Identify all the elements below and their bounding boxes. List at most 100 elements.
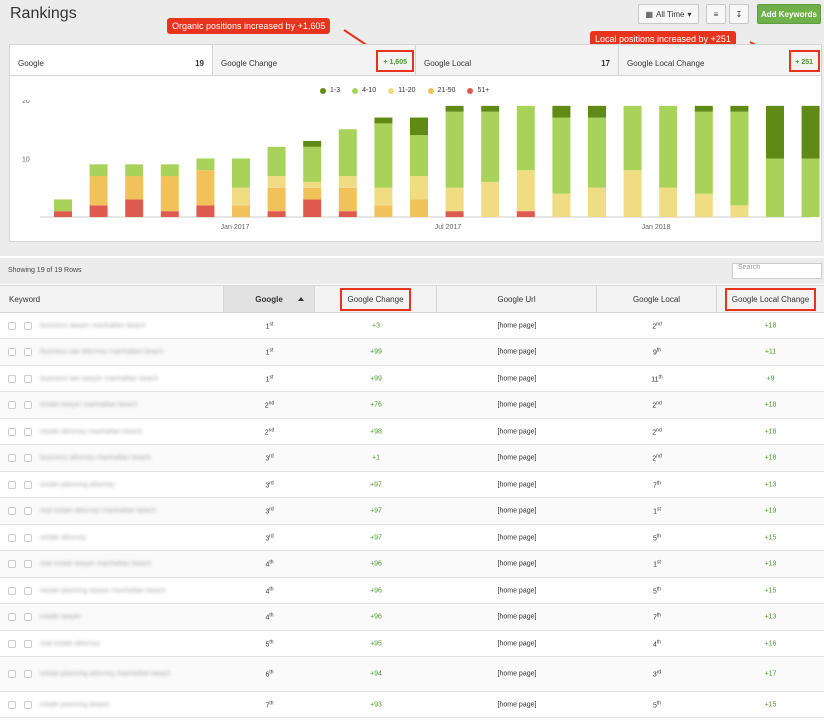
bar-segment-4-10[interactable] <box>54 199 72 212</box>
bar-segment-51+[interactable] <box>516 211 535 217</box>
row-checkbox[interactable] <box>8 533 16 542</box>
bar-segment-1-3[interactable] <box>552 105 571 118</box>
bar-segment-11-20[interactable] <box>338 176 357 188</box>
tab-google-local[interactable]: Google Local 17 <box>416 45 619 75</box>
bar-segment-4-10[interactable] <box>801 158 820 218</box>
google-url-link[interactable]: [home page] <box>497 428 537 435</box>
download-button[interactable]: ↧ <box>729 4 749 24</box>
legend-item[interactable]: 51+ <box>467 87 489 94</box>
bar-segment-1-3[interactable] <box>410 117 428 136</box>
row-star-toggle[interactable] <box>24 507 32 515</box>
legend-item[interactable]: 21-50 <box>427 87 455 94</box>
row-star-toggle[interactable] <box>24 700 32 709</box>
row-checkbox[interactable] <box>8 507 16 515</box>
google-url-link[interactable]: [home page] <box>497 640 537 647</box>
row-star-toggle[interactable] <box>24 348 32 356</box>
bar-segment-21-50[interactable] <box>232 205 250 217</box>
bar-segment-4-10[interactable] <box>659 105 678 188</box>
tab-google[interactable]: Google 19 <box>10 45 213 75</box>
google-url-link[interactable]: [home page] <box>497 481 537 488</box>
bar-segment-4-10[interactable] <box>374 123 393 188</box>
row-checkbox[interactable] <box>8 454 16 462</box>
bar-segment-1-3[interactable] <box>694 105 713 112</box>
bar-segment-1-3[interactable] <box>374 117 393 124</box>
col-google-local-change[interactable]: Google Local Change <box>717 286 824 312</box>
bar-segment-11-20[interactable] <box>659 187 678 217</box>
bar-segment-51+[interactable] <box>196 205 215 217</box>
bar-segment-1-3[interactable] <box>303 140 322 147</box>
google-url-link[interactable]: [home page] <box>497 375 537 382</box>
bar-segment-1-3[interactable] <box>481 105 500 112</box>
row-star-toggle[interactable] <box>24 454 32 462</box>
bar-segment-21-50[interactable] <box>410 199 428 217</box>
google-url-link[interactable]: [home page] <box>497 613 537 621</box>
table-row[interactable]: business law attorney manhattan beach 1st… <box>0 339 824 366</box>
bar-segment-4-10[interactable] <box>232 158 250 188</box>
row-checkbox[interactable] <box>8 480 16 489</box>
row-checkbox[interactable] <box>8 374 16 383</box>
bar-segment-51+[interactable] <box>338 211 357 217</box>
bar-segment-11-20[interactable] <box>481 181 500 217</box>
bar-segment-11-20[interactable] <box>267 176 286 188</box>
google-url-link[interactable]: [home page] <box>497 454 537 462</box>
row-checkbox[interactable] <box>8 613 16 621</box>
google-url-link[interactable]: [home page] <box>497 701 537 708</box>
table-row[interactable]: estate lawyer manhattan beach 2nd +76 [home… <box>0 392 824 419</box>
table-row[interactable]: estate attorney manhattan beach 2nd +98 [ho… <box>0 419 824 445</box>
bar-segment-11-20[interactable] <box>552 193 571 217</box>
row-star-toggle[interactable] <box>24 613 32 621</box>
table-row[interactable]: estate attorney 3rd +97 [home page] 5th +15 <box>0 525 824 551</box>
row-star-toggle[interactable] <box>24 670 32 678</box>
bar-segment-11-20[interactable] <box>588 187 606 217</box>
bar-segment-11-20[interactable] <box>303 181 322 188</box>
bar-segment-4-10[interactable] <box>481 111 500 182</box>
bar-segment-51+[interactable] <box>445 211 464 217</box>
row-checkbox[interactable] <box>8 348 16 356</box>
google-url-link[interactable]: [home page] <box>497 587 537 594</box>
table-row[interactable]: estate planning attorney 3rd +97 [home page… <box>0 472 824 498</box>
bar-segment-21-50[interactable] <box>303 187 322 200</box>
row-star-toggle[interactable] <box>24 401 32 409</box>
bar-segment-4-10[interactable] <box>445 111 464 188</box>
bar-segment-1-3[interactable] <box>801 105 820 159</box>
bar-segment-11-20[interactable] <box>516 170 535 212</box>
legend-item[interactable]: 1-3 <box>320 87 340 94</box>
table-row[interactable]: business attorney manhattan beach 3rd +1 [h… <box>0 445 824 472</box>
row-checkbox[interactable] <box>8 560 16 568</box>
bar-segment-21-50[interactable] <box>338 187 357 212</box>
google-url-link[interactable]: [home page] <box>497 507 537 515</box>
bar-segment-4-10[interactable] <box>338 129 357 177</box>
bar-segment-21-50[interactable] <box>125 176 144 200</box>
bar-segment-21-50[interactable] <box>374 205 393 217</box>
google-url-link[interactable]: [home page] <box>497 348 537 356</box>
row-checkbox[interactable] <box>8 639 16 648</box>
col-google[interactable]: Google <box>224 286 315 312</box>
bar-segment-21-50[interactable] <box>267 187 286 212</box>
col-google-change[interactable]: Google Change <box>315 286 437 312</box>
bar-segment-51+[interactable] <box>267 211 286 217</box>
bar-segment-1-3[interactable] <box>730 105 749 112</box>
google-url-link[interactable]: [home page] <box>497 560 537 568</box>
table-row[interactable]: real estate attorney 5th +95 [home page] 4th… <box>0 631 824 657</box>
table-row[interactable]: business lawyer manhattan beach 1st +3 [hom… <box>0 313 824 339</box>
bar-segment-4-10[interactable] <box>125 164 144 177</box>
row-star-toggle[interactable] <box>24 480 32 489</box>
bar-segment-4-10[interactable] <box>588 117 606 188</box>
bar-segment-51+[interactable] <box>89 205 108 217</box>
table-row[interactable]: estate planning lawyer manhattan beach 4t… <box>0 578 824 604</box>
bar-segment-4-10[interactable] <box>623 105 642 171</box>
bar-segment-1-3[interactable] <box>766 105 784 159</box>
bar-segment-4-10[interactable] <box>160 164 179 177</box>
bar-segment-4-10[interactable] <box>410 135 428 177</box>
bar-segment-4-10[interactable] <box>516 105 535 171</box>
row-star-toggle[interactable] <box>24 427 32 436</box>
table-row[interactable]: estate planning attorney manhattan beach… <box>0 657 824 692</box>
bar-segment-11-20[interactable] <box>694 193 713 217</box>
row-checkbox[interactable] <box>8 427 16 436</box>
row-star-toggle[interactable] <box>24 533 32 542</box>
legend-item[interactable]: 11-20 <box>388 87 416 94</box>
bar-segment-21-50[interactable] <box>160 176 179 212</box>
tab-google-local-change[interactable]: Google Local Change + 251 <box>619 45 821 75</box>
table-row[interactable]: real estate lawyer manhattan beach 4th +96… <box>0 551 824 578</box>
row-checkbox[interactable] <box>8 586 16 595</box>
